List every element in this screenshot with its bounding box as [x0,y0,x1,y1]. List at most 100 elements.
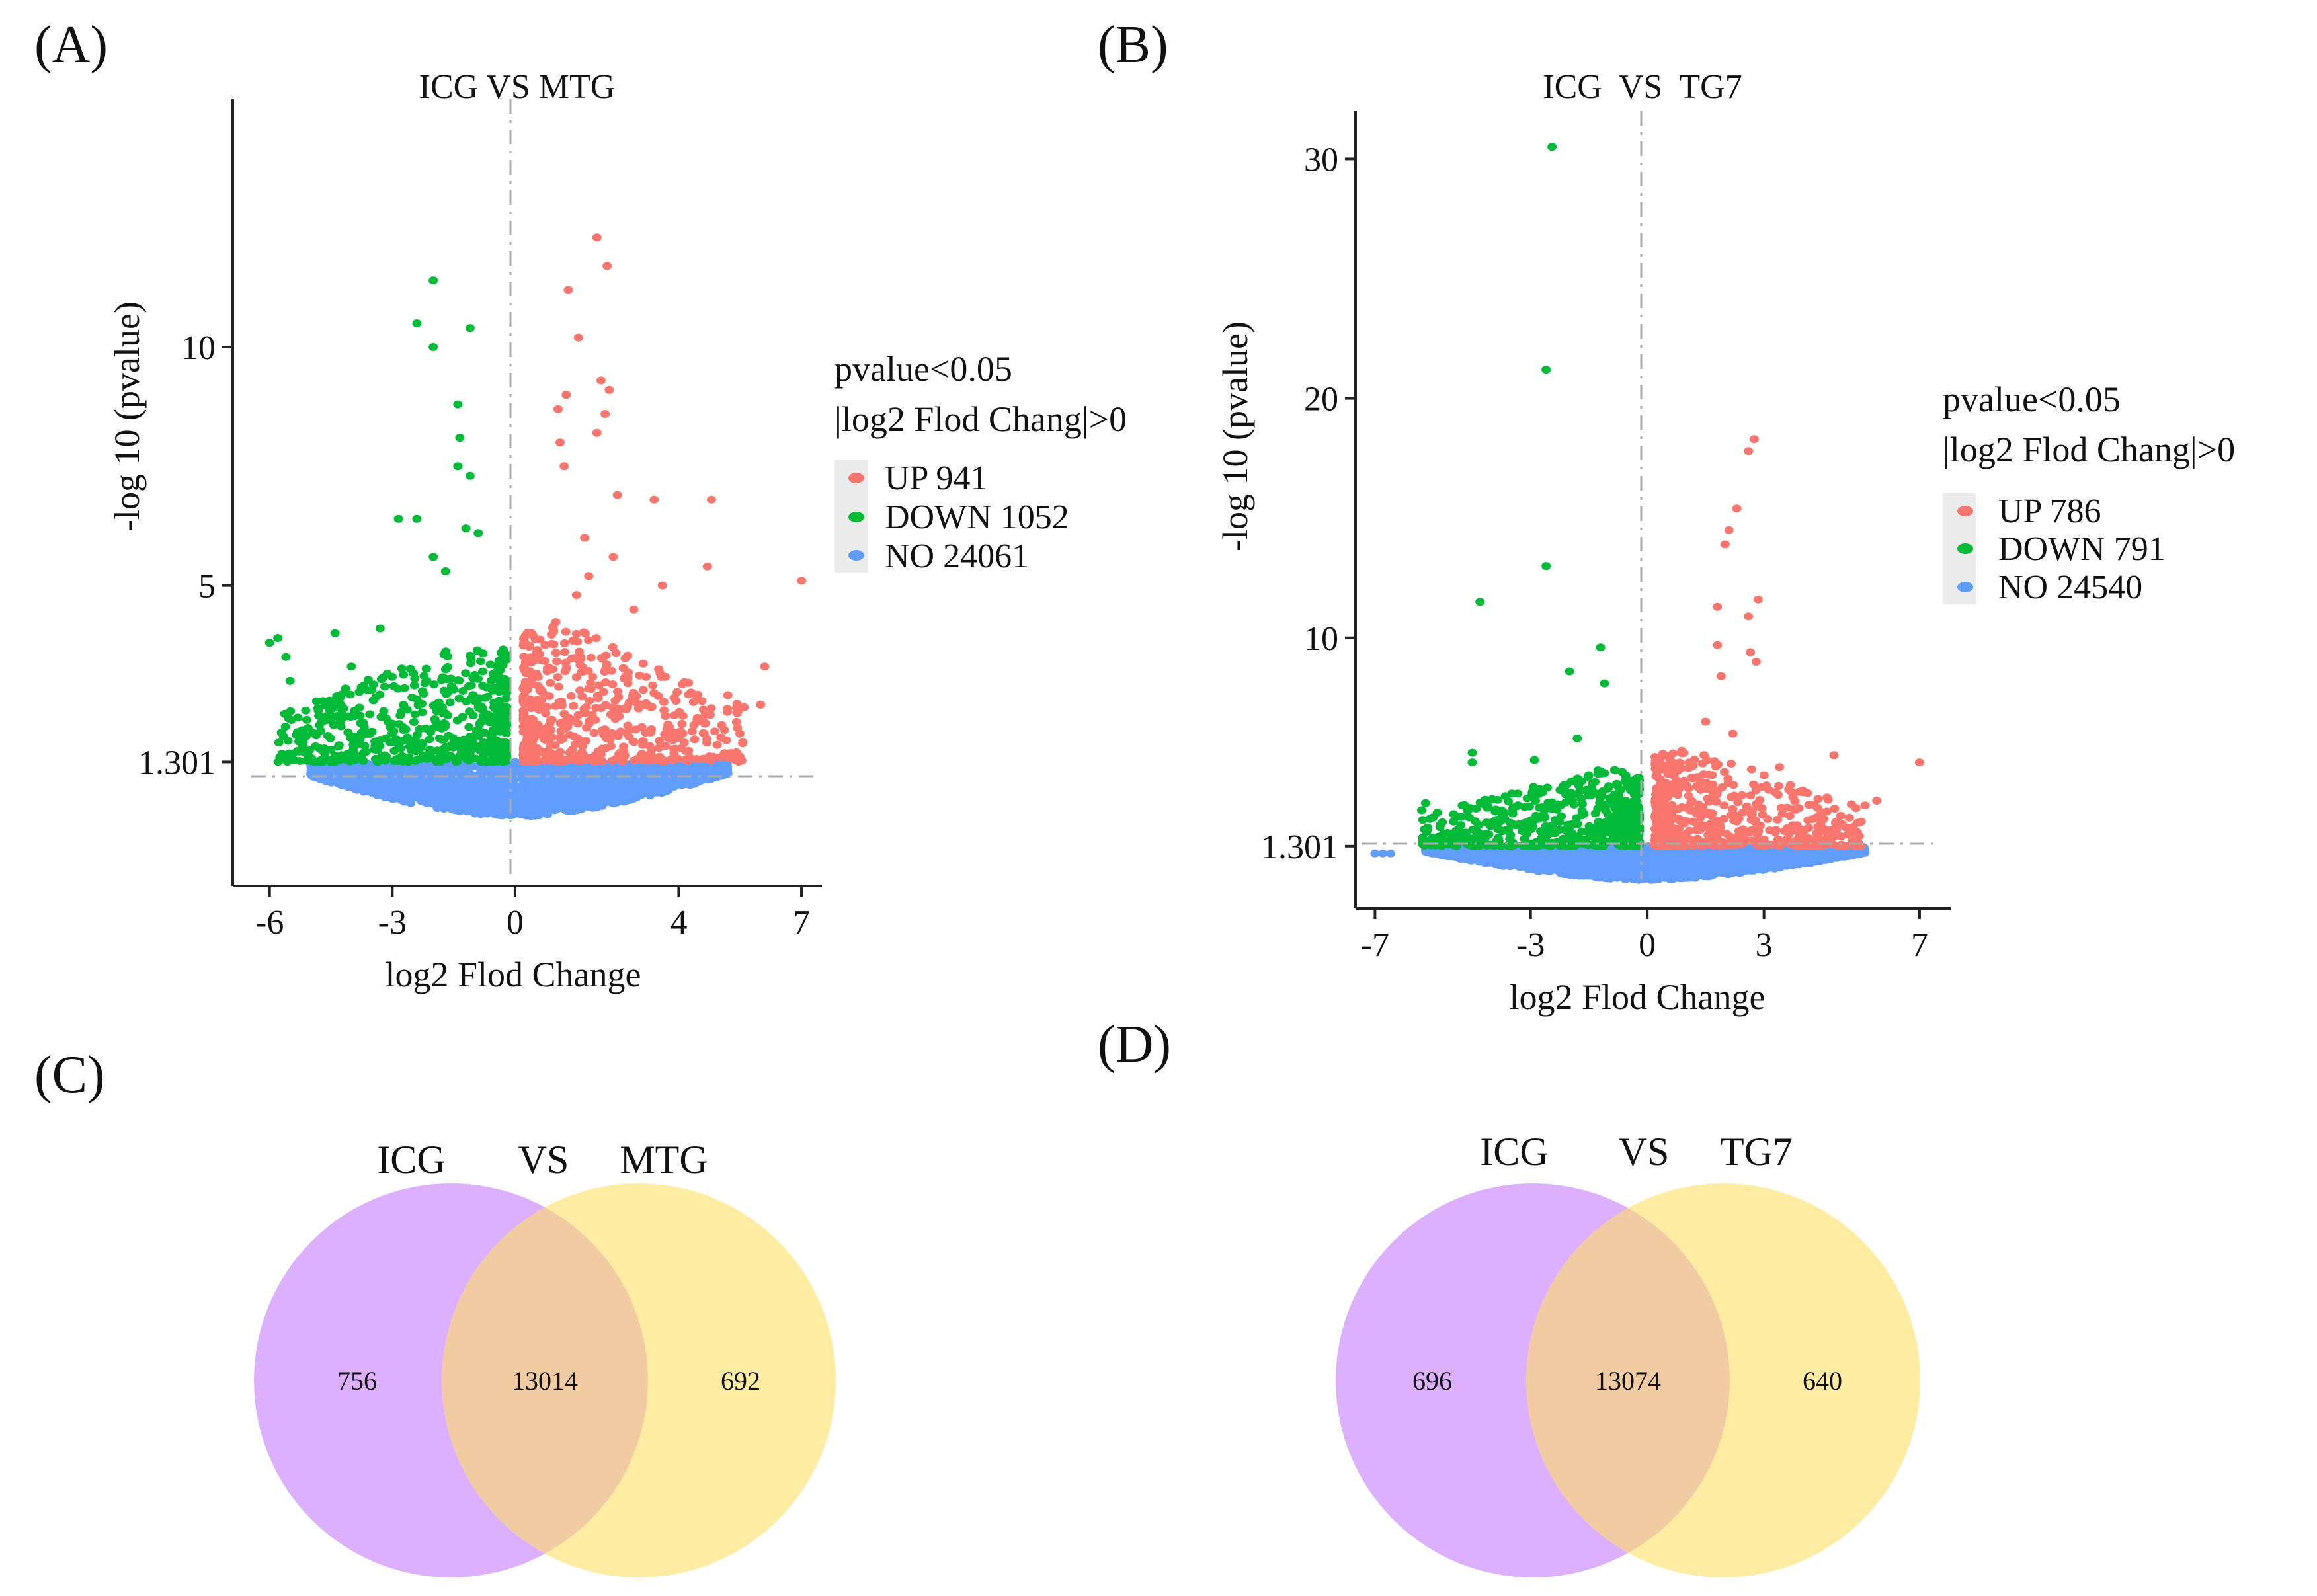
down-point [438,709,448,717]
down-point [410,674,420,683]
down-point [465,324,475,333]
down-point [453,400,463,409]
up-point [573,711,583,719]
down-point [491,674,501,683]
up-point [561,627,571,636]
down-point [473,700,483,709]
up-point [623,651,633,660]
x-tick-label: 0 [507,904,524,941]
no-point [606,796,616,805]
no-point [688,766,698,774]
down-point [294,737,304,746]
legend-up-label: UP 941 [885,459,988,497]
up-point [648,681,658,690]
down-point [337,702,346,711]
no-point [579,801,589,810]
up-point [608,643,618,651]
no-point [571,768,581,776]
up-point [649,495,659,504]
up-point [700,711,710,719]
up-point [600,678,610,686]
down-point [493,698,503,707]
down-point [283,737,293,745]
up-point [551,649,561,657]
up-point [732,756,741,765]
down-point [499,747,508,756]
down-point [416,754,426,763]
down-point [334,754,344,762]
no-point [511,791,521,799]
down-point [409,681,419,690]
up-point [555,438,565,447]
no-point [337,781,346,789]
down-point [339,711,348,720]
no-point [438,780,448,789]
up-point [520,682,529,690]
down-point [389,746,399,755]
no-point [671,765,681,774]
up-point [557,698,567,706]
down-point [502,726,512,734]
up-point [690,735,700,744]
down-point [380,682,389,691]
no-point [534,774,544,782]
down-point [501,688,510,696]
up-point [563,286,573,294]
down-point [264,639,274,647]
no-point [491,785,501,794]
down-point [313,704,323,713]
down-point [276,729,286,737]
down-point [475,657,485,666]
x-axis-label: log2 Flod Change [386,955,641,994]
down-point [292,746,302,755]
down-point [314,744,324,752]
up-point [561,391,571,399]
down-point [452,754,462,763]
down-point [465,471,475,480]
down-point [325,698,335,707]
up-point [637,756,647,764]
up-point [610,696,620,705]
up-point [686,688,696,697]
up-point [722,705,732,713]
down-point [434,734,444,742]
no-point [616,785,626,794]
up-point [657,581,667,590]
no-point [678,780,688,789]
up-point [697,697,707,705]
up-point [545,740,555,749]
up-point [600,668,610,676]
down-point [428,553,438,561]
no-point [348,783,358,791]
up-point [612,491,622,499]
down-point [311,697,321,705]
down-point [337,690,346,699]
no-point [538,784,547,793]
down-point [388,719,398,728]
up-point [641,699,651,707]
up-point [717,721,727,729]
up-point [702,562,712,571]
down-point [354,703,364,712]
down-point [409,718,419,727]
no-point [454,807,464,815]
up-point [631,725,641,734]
no-point [668,782,678,791]
no-point [410,781,419,790]
up-point [706,704,716,713]
x-tick-label: 4 [670,904,687,941]
no-point [413,791,423,800]
up-point [534,748,544,757]
down-point [454,694,464,703]
down-point [468,691,478,699]
up-point [589,729,599,737]
down-point [393,684,403,693]
no-point [386,779,396,787]
down-point [501,656,511,664]
up-point [628,737,638,746]
up-point [600,725,610,734]
up-point [665,723,674,731]
no-point [696,776,706,784]
up-point [522,732,532,740]
down-point [356,751,366,760]
